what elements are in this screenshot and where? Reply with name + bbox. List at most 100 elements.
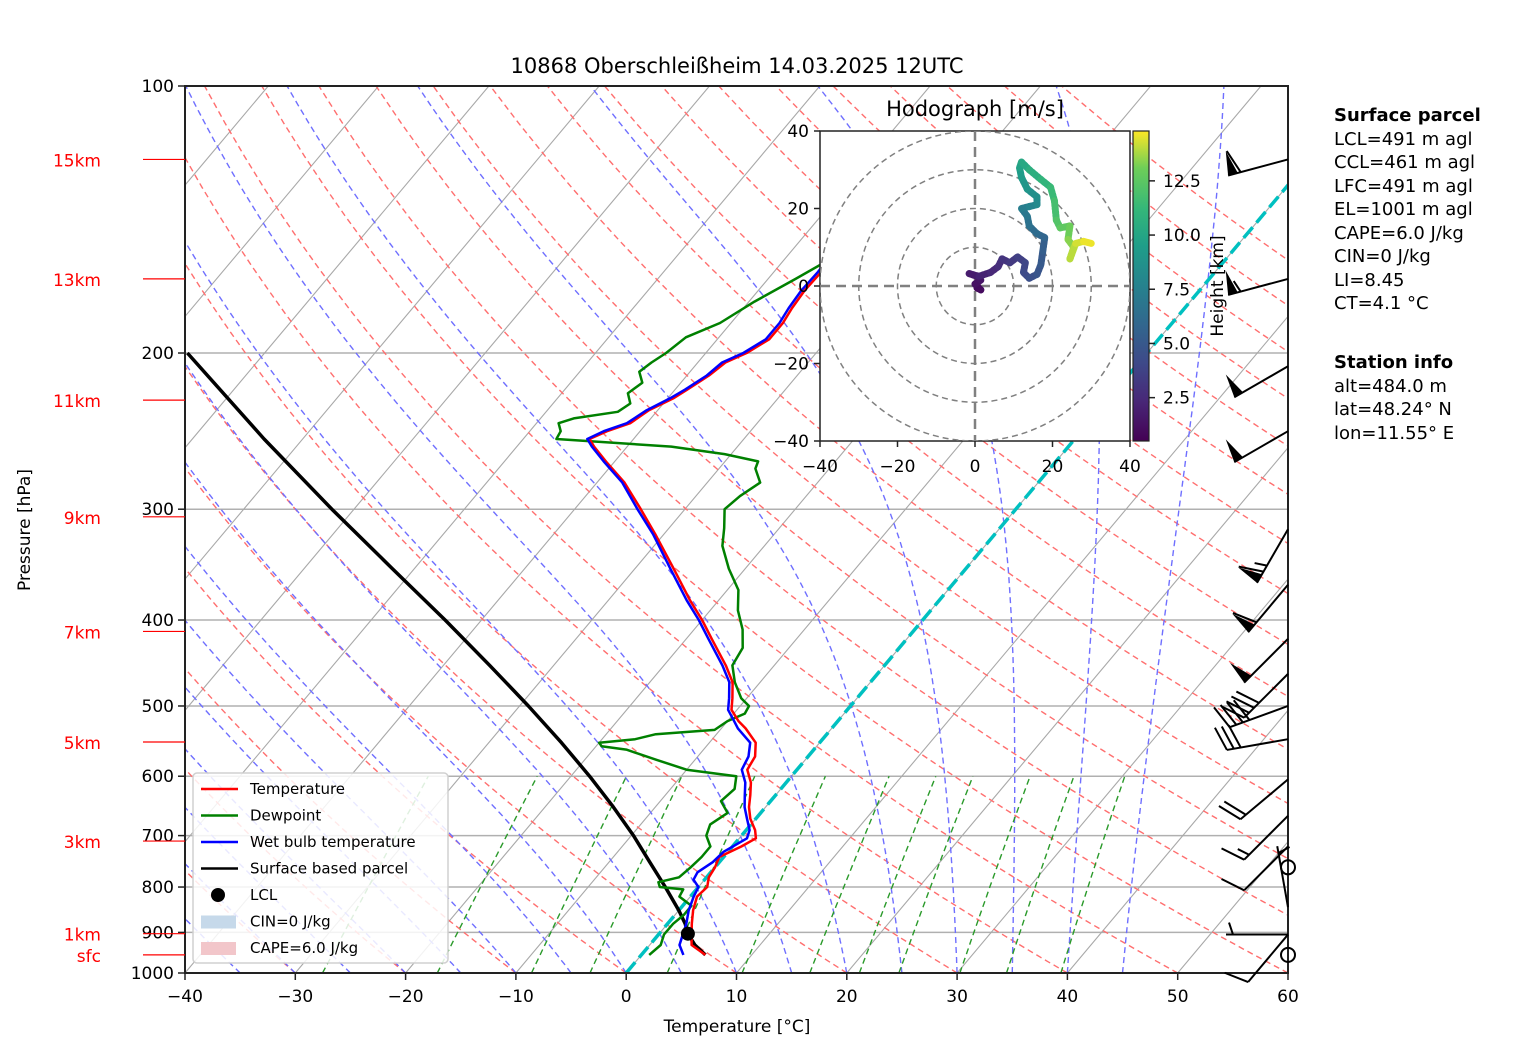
isotherm-line (185, 86, 710, 712)
isotherm-line (1066, 709, 1288, 973)
mixing-ratio-line (1005, 775, 1075, 973)
legend-swatch-dot (211, 888, 225, 902)
wind-barb-flag (1232, 699, 1251, 721)
legend-label: CAPE=6.0 J/kg (250, 939, 358, 957)
mixing-ratio-line (1060, 775, 1126, 973)
wind-barb-flag (1213, 706, 1231, 728)
x-tick-label: 0 (621, 987, 632, 1007)
wind-barb-pennant (1225, 270, 1238, 295)
x-tick-label: −30 (277, 987, 313, 1007)
y-tick-label: 400 (142, 611, 174, 631)
dewpoint-line (555, 158, 1005, 956)
wind-barb-flag (1221, 878, 1245, 892)
mixing-ratio-line (809, 775, 890, 973)
colorbar-label: Height [km] (1208, 235, 1228, 336)
y-tick-label: 1000 (131, 964, 174, 984)
moist-adiabat-line (286, 86, 848, 973)
station-info-heading: Station info (1334, 352, 1454, 373)
height-label: 13km (53, 271, 101, 291)
mixing-ratio-line (530, 775, 628, 973)
legend: Temperature Dewpoint Wet bulb temperature S… (192, 772, 449, 964)
dry-adiabat-line (318, 86, 1288, 916)
mixing-ratio-line (436, 775, 538, 973)
colorbar-tick-label: 2.5 (1163, 389, 1190, 409)
wind-barb-flag (1225, 150, 1242, 173)
colorbar-tick-label: 10.0 (1163, 226, 1201, 246)
dry-adiabat-line (185, 567, 627, 973)
x-tick-label: 60 (1277, 987, 1299, 1007)
wind-barb-pennant (1225, 439, 1243, 463)
moist-adiabat-line (185, 461, 627, 973)
mixing-ratio-line (959, 775, 1031, 973)
zero-degree-isotherm (624, 182, 1288, 973)
wind-barb-flag (1227, 724, 1242, 748)
legend-swatch-patch (201, 915, 236, 929)
hodograph-y-tick-label: −40 (773, 432, 809, 452)
wind-barb-staff (1256, 528, 1289, 584)
y-tick-label: 700 (142, 827, 174, 847)
moist-adiabat-line (1121, 86, 1225, 973)
legend-label: Dewpoint (250, 807, 321, 825)
isotherm-line (846, 446, 1288, 973)
x-tick-label: 50 (1167, 987, 1189, 1007)
wind-barb-staff (1227, 277, 1289, 296)
hodograph: Hodograph [m/s] −40 −20 0 20 40 −40 −20 0 20 40 2.5… (773, 97, 1228, 477)
wind-barb-staff (1247, 584, 1289, 633)
wind-barb-flag (1221, 705, 1245, 719)
wind-barb-staff (1239, 778, 1289, 821)
wind-barb-staff (1243, 673, 1289, 719)
hodograph-plot (820, 131, 1130, 441)
x-tick-label: 10 (726, 987, 748, 1007)
height-label: 9km (64, 509, 101, 529)
isotherm-line (956, 578, 1288, 973)
wind-barb-flag (1232, 612, 1257, 624)
height-label: 11km (53, 392, 101, 412)
wind-barb-staff (1243, 845, 1289, 892)
ccl-value: CCL=461 m agl (1334, 152, 1476, 173)
station-altitude: alt=484.0 m (1334, 375, 1447, 397)
wind-barb-half-flag (1232, 280, 1242, 293)
x-tick-label: 30 (946, 987, 968, 1007)
y-axis-label: Pressure [hPa] (15, 469, 35, 591)
legend-swatch-patch (201, 942, 236, 955)
x-tick-label: −20 (388, 987, 424, 1007)
hodograph-x-tick-label: 20 (1042, 457, 1064, 477)
isotherm-line (185, 86, 490, 449)
hodograph-x-tick-label: 40 (1119, 457, 1141, 477)
hodograph-y-tick-label: −20 (773, 355, 809, 375)
wind-barb-flag (1230, 695, 1255, 709)
hodograph-segment (1080, 237, 1095, 247)
y-tick-label: 100 (142, 77, 174, 97)
hodograph-x-tick-label: 0 (970, 457, 981, 477)
moist-adiabat-line (417, 86, 903, 973)
mixing-ratio-line (898, 775, 974, 973)
moist-adiabat-line (185, 86, 793, 973)
legend-box (192, 772, 449, 964)
cin-value: CIN=0 J/kg (1334, 246, 1431, 267)
cape-value: CAPE=6.0 J/kg (1334, 222, 1464, 244)
wind-barb-flag (1214, 727, 1228, 751)
dry-adiabat-line (203, 86, 1179, 973)
hodograph-y-tick-label: 0 (798, 277, 809, 297)
wind-barb-pennant (1232, 613, 1255, 633)
mixing-ratio-line (666, 775, 756, 973)
wind-barb-staff (1233, 365, 1289, 399)
wind-barb-flag (1226, 700, 1250, 714)
hodograph-x-tick-label: −40 (802, 457, 838, 477)
dry-adiabat-line (185, 156, 1068, 973)
legend-label: Temperature (249, 780, 345, 798)
height-label: 3km (64, 833, 101, 853)
wind-barb-flag (1226, 701, 1244, 724)
el-value: EL=1001 m agl (1334, 199, 1473, 220)
moist-adiabat-line (590, 86, 958, 973)
chart-title: 10868 Oberschleißheim 14.03.2025 12UTC (511, 54, 964, 78)
wind-barb-flag (1238, 565, 1264, 573)
wind-barbs (1213, 150, 1296, 983)
wind-barb-flag (1220, 726, 1235, 750)
y-tick-label: 300 (142, 500, 174, 520)
li-value: LI=8.45 (1334, 269, 1405, 291)
x-tick-label: 40 (1057, 987, 1079, 1007)
hodograph-title: Hodograph [m/s] (886, 97, 1064, 121)
dry-adiabat-line (261, 86, 1288, 973)
